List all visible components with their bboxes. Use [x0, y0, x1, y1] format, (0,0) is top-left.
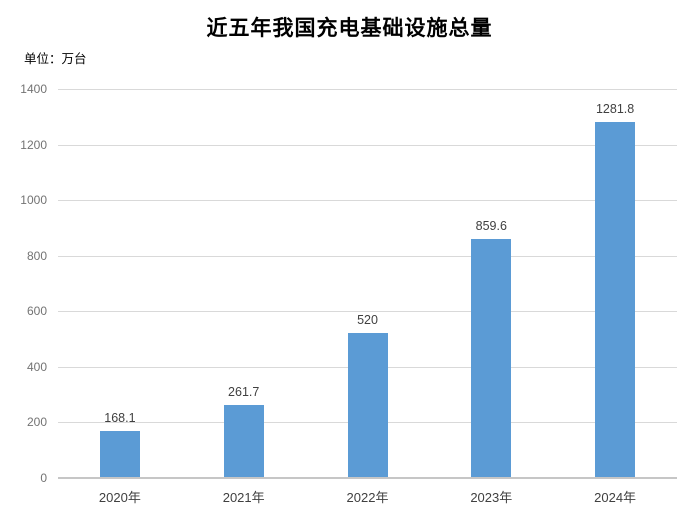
x-tick-label: 2024年	[594, 489, 637, 505]
bar	[347, 333, 388, 478]
y-tick-label: 0	[40, 470, 47, 485]
bar-value-label: 520	[357, 313, 378, 328]
x-tick-label: 2020年	[98, 489, 141, 505]
bar	[595, 121, 636, 478]
x-tick-label: 2022年	[346, 489, 389, 505]
y-tick-label: 1400	[20, 82, 47, 96]
y-tick-label: 1200	[20, 137, 47, 152]
bar-value-label: 1281.8	[595, 101, 635, 116]
gridline	[58, 255, 677, 257]
bar	[223, 404, 264, 478]
x-tick-label: 2023年	[470, 489, 513, 505]
bar	[99, 430, 140, 478]
x-axis-line	[58, 476, 677, 479]
bar-value-label: 168.1	[104, 410, 136, 425]
bar	[471, 238, 512, 478]
bar-value-label: 261.7	[228, 384, 260, 399]
chart-title: 近五年我国充电基础设施总量	[206, 16, 493, 40]
x-tick-label: 2021年	[222, 489, 265, 505]
y-tick-label: 400	[26, 359, 47, 374]
y-tick-label: 1000	[20, 193, 47, 207]
gridline	[58, 200, 677, 201]
gridline	[58, 89, 677, 90]
unit-label: 单位：万台	[24, 52, 87, 66]
y-tick-label: 600	[26, 304, 47, 318]
gridline	[58, 311, 677, 312]
bar-value-label: 859.6	[475, 218, 507, 233]
y-tick-label: 200	[26, 415, 47, 429]
y-tick-label: 800	[26, 248, 47, 263]
gridline	[58, 144, 677, 146]
